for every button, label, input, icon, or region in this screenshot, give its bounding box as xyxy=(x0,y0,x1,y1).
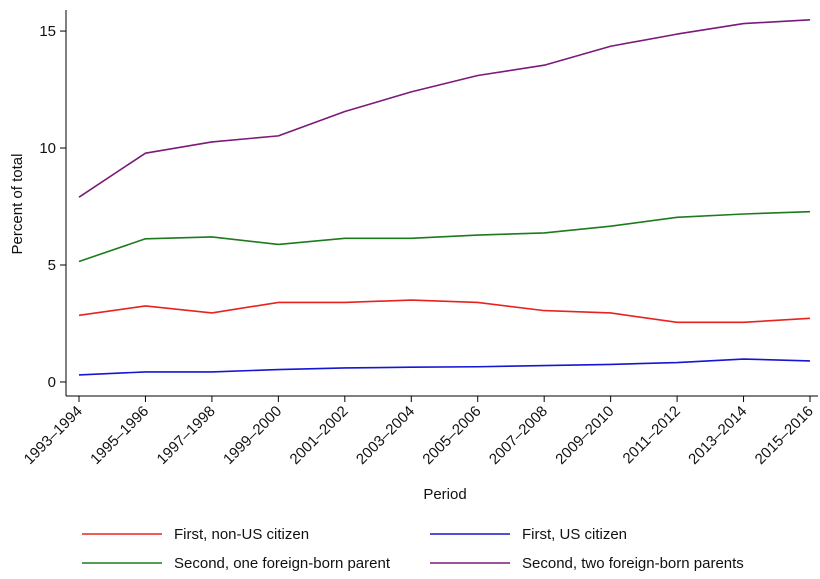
legend-label-3: Second, one foreign-born parent xyxy=(174,555,391,572)
plot-area xyxy=(78,19,811,376)
x-tick-label: 2007–2008 xyxy=(486,403,551,468)
y-axis-title: Percent of total xyxy=(9,154,26,255)
series-line-3 xyxy=(78,210,811,263)
x-tick-label: 1993–1994 xyxy=(21,403,86,468)
axes: 0 5 10 15 1993–1994 1995–1996 1997–1998 1999–20… xyxy=(21,10,818,468)
x-tick-label: 2011–2012 xyxy=(620,403,684,467)
series-line-1 xyxy=(78,299,811,324)
x-tick-label: 2005–2006 xyxy=(419,403,484,468)
x-tick-label: 2013–2014 xyxy=(685,403,750,468)
y-tick-label: 15 xyxy=(39,23,56,40)
x-tick-label: 2003–2004 xyxy=(353,403,418,468)
legend: First, non-US citizen First, US citizen Se… xyxy=(82,526,744,572)
x-tick-label: 1995–1996 xyxy=(87,403,152,468)
x-tick-label: 1997–1998 xyxy=(154,403,219,468)
legend-label-4: Second, two foreign-born parents xyxy=(522,555,744,572)
x-tick-label: 2001–2002 xyxy=(287,403,352,468)
y-tick-label: 5 xyxy=(48,257,56,274)
x-tick-label: 2009–2010 xyxy=(552,403,617,468)
x-tick-label: 1999–2000 xyxy=(220,403,285,468)
series-line-2 xyxy=(78,358,811,376)
y-tick-label: 0 xyxy=(48,374,56,391)
x-tick-label: 2015–2016 xyxy=(752,403,817,468)
legend-label-1: First, non-US citizen xyxy=(174,526,309,543)
legend-label-2: First, US citizen xyxy=(522,526,627,543)
y-tick-label: 10 xyxy=(39,140,56,157)
x-axis-title: Period xyxy=(423,486,466,503)
series-line-4 xyxy=(78,19,811,198)
